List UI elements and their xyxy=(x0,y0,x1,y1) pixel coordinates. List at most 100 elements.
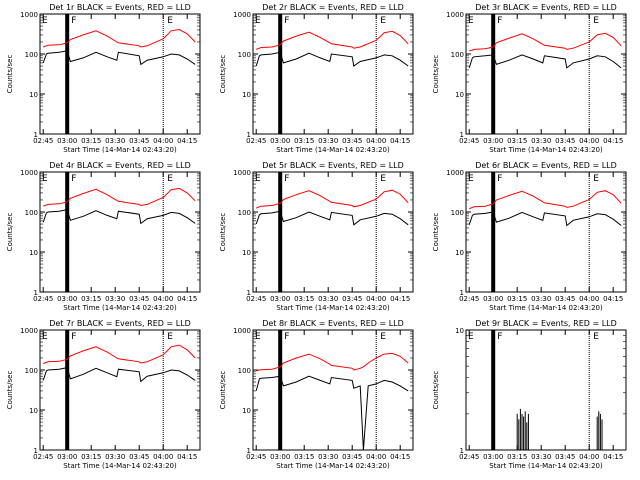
x-tick-label: 04:15 xyxy=(390,453,410,461)
y-axis-label: Counts/sec xyxy=(219,213,227,252)
y-axis-label: Counts/sec xyxy=(6,213,14,252)
event-flag: E xyxy=(468,332,474,342)
event-flag: E xyxy=(380,332,386,342)
x-tick-label: 03:45 xyxy=(555,295,575,303)
event-flag: E xyxy=(380,16,386,26)
x-axis-label: Start Time (14-Mar-14 02:43:20) xyxy=(276,304,390,312)
x-tick-label: 04:15 xyxy=(390,295,410,303)
x-tick-label: 03:30 xyxy=(531,295,551,303)
y-tick-label: 10 xyxy=(29,91,38,99)
x-tick-label: 03:45 xyxy=(342,137,362,145)
y-axis-label: Counts/sec xyxy=(219,55,227,94)
plot-frame xyxy=(465,329,627,451)
chart-title: Det 4r BLACK = Events, RED = LLD xyxy=(49,161,191,170)
y-tick-label: 10 xyxy=(242,249,251,257)
y-axis-label: Counts/sec xyxy=(219,371,227,410)
detector-chart-8: Det 8r BLACK = Events, RED = LLD 1 10 100 10… xyxy=(219,319,414,470)
x-tick-label: 03:15 xyxy=(81,295,101,303)
y-tick-label: 10 xyxy=(242,407,251,415)
y-tick-label: 100 xyxy=(451,51,464,59)
events-series-line xyxy=(42,50,196,66)
lld-series-line xyxy=(256,189,409,209)
x-tick-label: 04:15 xyxy=(603,453,623,461)
lld-series-line xyxy=(43,28,196,48)
x-tick-label: 03:45 xyxy=(129,137,149,145)
event-flag: E xyxy=(468,174,474,184)
x-tick-label: 03:15 xyxy=(294,137,314,145)
x-tick-label: 03:00 xyxy=(57,137,77,145)
event-flag: F xyxy=(71,16,76,26)
x-tick-label: 04:15 xyxy=(603,295,623,303)
x-tick-label: 02:45 xyxy=(246,453,266,461)
x-axis-label: Start Time (14-Mar-14 02:43:20) xyxy=(63,462,177,470)
events-series-line xyxy=(468,211,622,227)
y-axis-label: Counts/sec xyxy=(6,55,14,94)
x-tick-label: 02:45 xyxy=(33,137,53,145)
x-tick-label: 04:00 xyxy=(579,295,599,303)
y-tick-label: 1000 xyxy=(233,169,251,177)
event-flag: E xyxy=(593,332,599,342)
y-tick-label: 10 xyxy=(455,91,464,99)
event-flag: F xyxy=(284,332,289,342)
x-tick-label: 04:15 xyxy=(177,453,197,461)
events-series-line xyxy=(468,54,622,69)
y-tick-label: 1 xyxy=(460,131,464,139)
detector-chart-7: Det 7r BLACK = Events, RED = LLD 1 10 100 10… xyxy=(6,319,201,470)
y-tick-label: 1000 xyxy=(20,327,38,335)
x-tick-label: 03:45 xyxy=(555,137,575,145)
x-tick-label: 03:30 xyxy=(531,453,551,461)
x-tick-label: 03:45 xyxy=(342,453,362,461)
x-tick-label: 03:30 xyxy=(105,453,125,461)
event-band xyxy=(65,14,70,134)
x-tick-label: 04:00 xyxy=(153,453,173,461)
chart-title: Det 6r BLACK = Events, RED = LLD xyxy=(475,161,617,170)
x-tick-label: 03:00 xyxy=(270,137,290,145)
x-tick-label: 03:30 xyxy=(318,295,338,303)
event-flag: E xyxy=(593,174,599,184)
event-flag: F xyxy=(497,332,502,342)
event-flag: F xyxy=(497,16,502,26)
x-axis-label: Start Time (14-Mar-14 02:43:20) xyxy=(63,304,177,312)
y-axis-label: Counts/sec xyxy=(432,55,440,94)
event-band xyxy=(65,172,70,292)
x-tick-label: 04:00 xyxy=(366,295,386,303)
y-tick-label: 1000 xyxy=(233,327,251,335)
events-series-line xyxy=(255,375,409,451)
chart-title: Det 3r BLACK = Events, RED = LLD xyxy=(475,3,617,12)
x-axis-label: Start Time (14-Mar-14 02:43:20) xyxy=(489,304,603,312)
chart-title: Det 1r BLACK = Events, RED = LLD xyxy=(49,3,191,12)
x-tick-label: 04:15 xyxy=(603,137,623,145)
x-tick-label: 03:00 xyxy=(483,295,503,303)
x-tick-label: 04:00 xyxy=(366,453,386,461)
event-flag: E xyxy=(42,332,48,342)
x-tick-label: 04:00 xyxy=(366,137,386,145)
x-tick-label: 03:15 xyxy=(81,453,101,461)
lld-series-line xyxy=(43,344,196,364)
detector-chart-6: Det 6r BLACK = Events, RED = LLD 1 10 100 10… xyxy=(432,161,627,312)
x-tick-label: 04:15 xyxy=(177,295,197,303)
x-tick-label: 03:00 xyxy=(483,453,503,461)
lld-series-line xyxy=(256,352,409,372)
x-tick-label: 03:45 xyxy=(129,295,149,303)
detector-chart-5: Det 5r BLACK = Events, RED = LLD 1 10 100 10… xyxy=(219,161,414,312)
detector-chart-4: Det 4r BLACK = Events, RED = LLD 1 10 100 10… xyxy=(6,161,201,312)
x-tick-label: 03:00 xyxy=(483,137,503,145)
plot-frame xyxy=(252,13,414,135)
x-tick-label: 03:15 xyxy=(294,453,314,461)
event-flag: E xyxy=(255,332,261,342)
detector-chart-3: Det 3r BLACK = Events, RED = LLD 1 10 100 10… xyxy=(432,3,627,154)
y-tick-label: 100 xyxy=(25,51,38,59)
event-flag: F xyxy=(284,174,289,184)
lld-series-line xyxy=(469,32,622,52)
event-flag: E xyxy=(468,16,474,26)
event-flag: E xyxy=(167,16,173,26)
x-tick-label: 04:15 xyxy=(177,137,197,145)
x-tick-label: 03:15 xyxy=(81,137,101,145)
y-tick-label: 10 xyxy=(29,407,38,415)
detector-chart-9: Det 9r BLACK = Events, RED = LLD 1 10 Count… xyxy=(432,319,627,470)
chart-title: Det 2r BLACK = Events, RED = LLD xyxy=(262,3,404,12)
plot-frame xyxy=(39,329,201,451)
chart-title: Det 9r BLACK = Events, RED = LLD xyxy=(475,319,617,328)
x-tick-label: 03:00 xyxy=(57,295,77,303)
